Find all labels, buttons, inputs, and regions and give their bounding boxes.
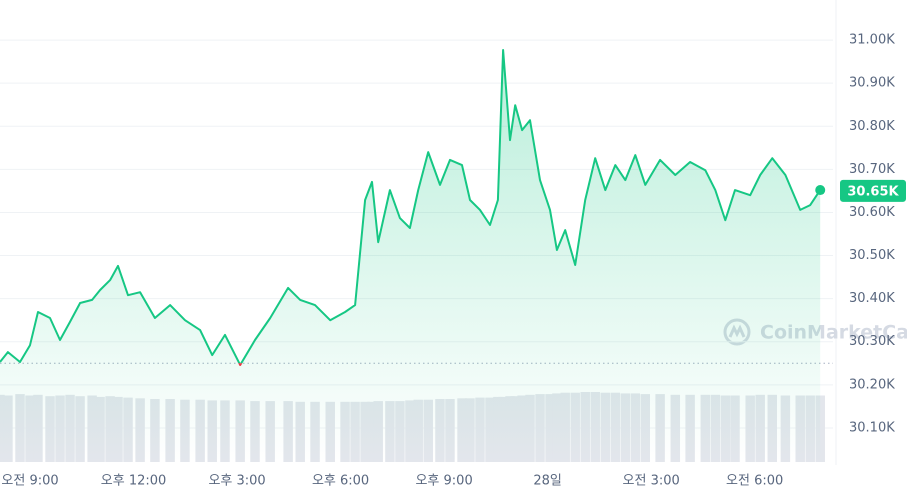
last-point [815, 185, 826, 196]
x-tick-label: 오후 3:00 [208, 474, 265, 489]
x-tick-label: 오후 6:00 [312, 474, 369, 489]
price-tag [840, 179, 906, 202]
y-tick-label: 30.80K [849, 119, 895, 134]
price-line [0, 49, 822, 364]
x-tick-label: 오후 9:00 [415, 474, 472, 489]
y-tick-label: 30.20K [849, 377, 895, 392]
volume-bar [815, 395, 825, 462]
x-tick-label: 오전 3:00 [623, 474, 680, 489]
price-tag-label: 30.65K [847, 184, 899, 199]
y-tick-label: 30.50K [849, 248, 895, 263]
y-tick-label: 30.70K [849, 162, 895, 177]
y-tick-label: 30.40K [849, 291, 895, 306]
y-tick-label: 31.00K [849, 33, 895, 48]
y-tick-label: 30.90K [849, 76, 895, 91]
x-tick-label: 오전 9:00 [1, 474, 58, 489]
price-area [0, 50, 821, 462]
y-tick-label: 30.10K [849, 420, 895, 435]
x-tick-label: 28일 [533, 474, 562, 489]
x-tick-label: 오후 12:00 [101, 474, 167, 489]
y-tick-label: 30.60K [849, 205, 895, 220]
y-tick-label: 30.30K [849, 334, 895, 349]
x-tick-label: 오전 6:00 [726, 474, 783, 489]
